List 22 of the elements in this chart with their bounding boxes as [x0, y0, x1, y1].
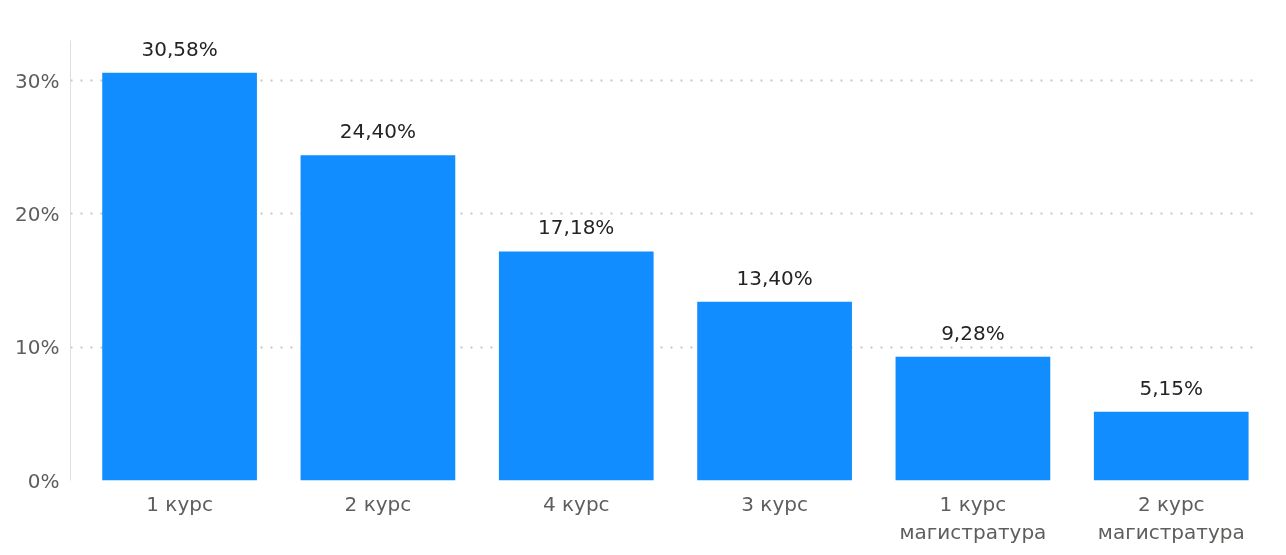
y-tick-label: 0% [27, 468, 60, 493]
x-tick-label: 2 курс [344, 491, 412, 516]
y-tick-label: 10% [15, 335, 60, 360]
data-label: 30,58% [141, 36, 218, 61]
bar [498, 251, 654, 481]
bar [895, 356, 1051, 481]
data-label: 17,18% [538, 215, 615, 240]
x-tick-label: 4 курс [542, 491, 610, 516]
bar [1093, 411, 1249, 481]
bar [102, 72, 257, 481]
x-tick-label: 3 курс [741, 491, 808, 516]
y-tick-label: 30% [15, 68, 60, 93]
data-label: 5,15% [1139, 375, 1204, 400]
data-label: 24,40% [339, 119, 417, 144]
bar [300, 155, 456, 481]
x-tick-label: 1 курс магистратура [899, 491, 1047, 545]
x-tick-label: 1 курс [146, 491, 213, 516]
y-tick-label: 20% [15, 201, 60, 226]
x-tick-label: 2 курс магистратура [1097, 491, 1245, 545]
bar [697, 301, 852, 481]
data-label: 13,40% [736, 265, 813, 290]
data-label: 9,28% [941, 320, 1005, 345]
